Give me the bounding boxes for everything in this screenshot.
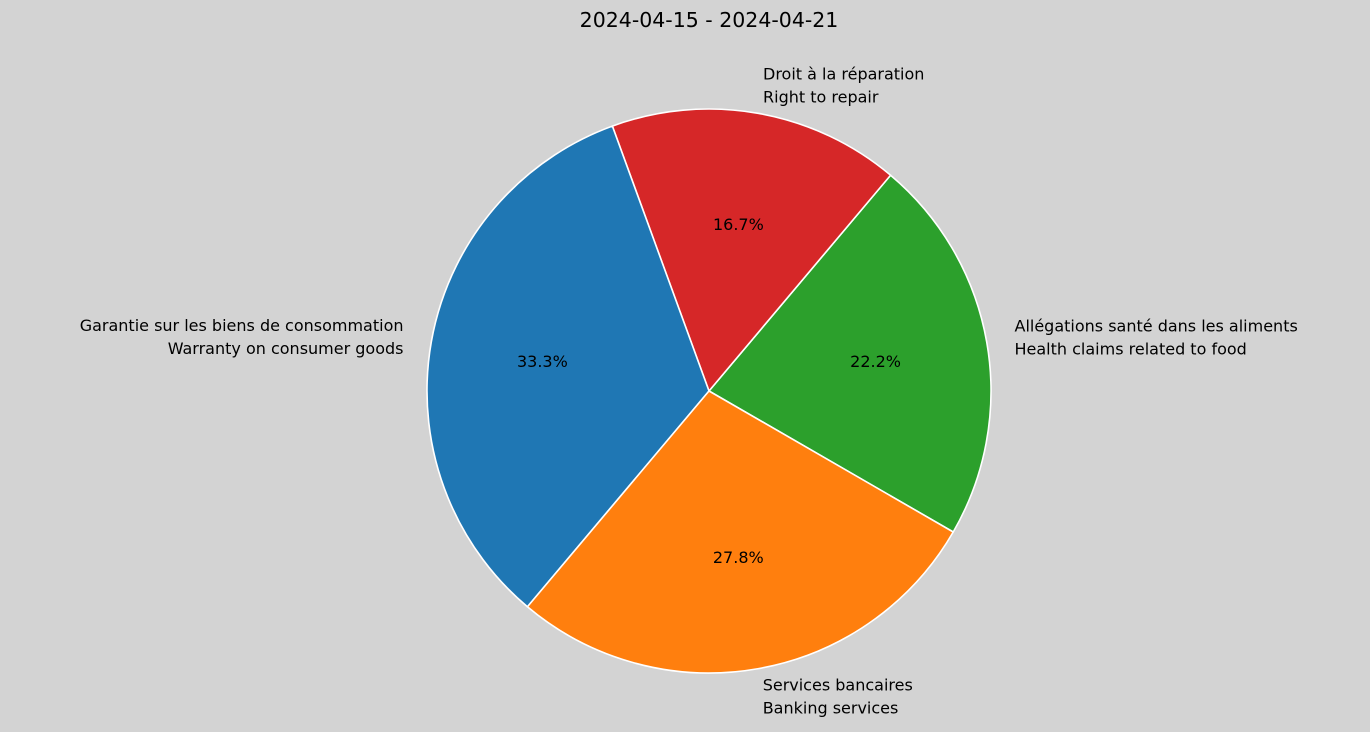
pie-slice-label-banking-services: Services bancaires Banking services [763,676,913,718]
pie-slice-label-health-claims-food: Allégations santé dans les aliments Healt… [1015,316,1298,358]
pie-slice-label-warranty-consumer-goods: Garantie sur les biens de consommation Wa… [80,316,404,358]
chart-title: 2024-04-15 - 2024-04-21 [579,8,839,32]
pie-slice-right-to-repair [611,108,892,392]
pie-slice-percent-banking-services: 27.8% [713,548,764,567]
pie-slice-percent-health-claims-food: 22.2% [850,352,901,371]
pie-slice-banking-services [526,390,955,674]
pie-slice-warranty-consumer-goods [426,125,710,608]
pie-slice-health-claims-food [708,174,992,533]
pie-slice-percent-warranty-consumer-goods: 33.3% [517,352,568,371]
pie-slice-percent-right-to-repair: 16.7% [713,215,764,234]
pie-slice-label-right-to-repair: Droit à la réparation Right to repair [763,65,924,107]
